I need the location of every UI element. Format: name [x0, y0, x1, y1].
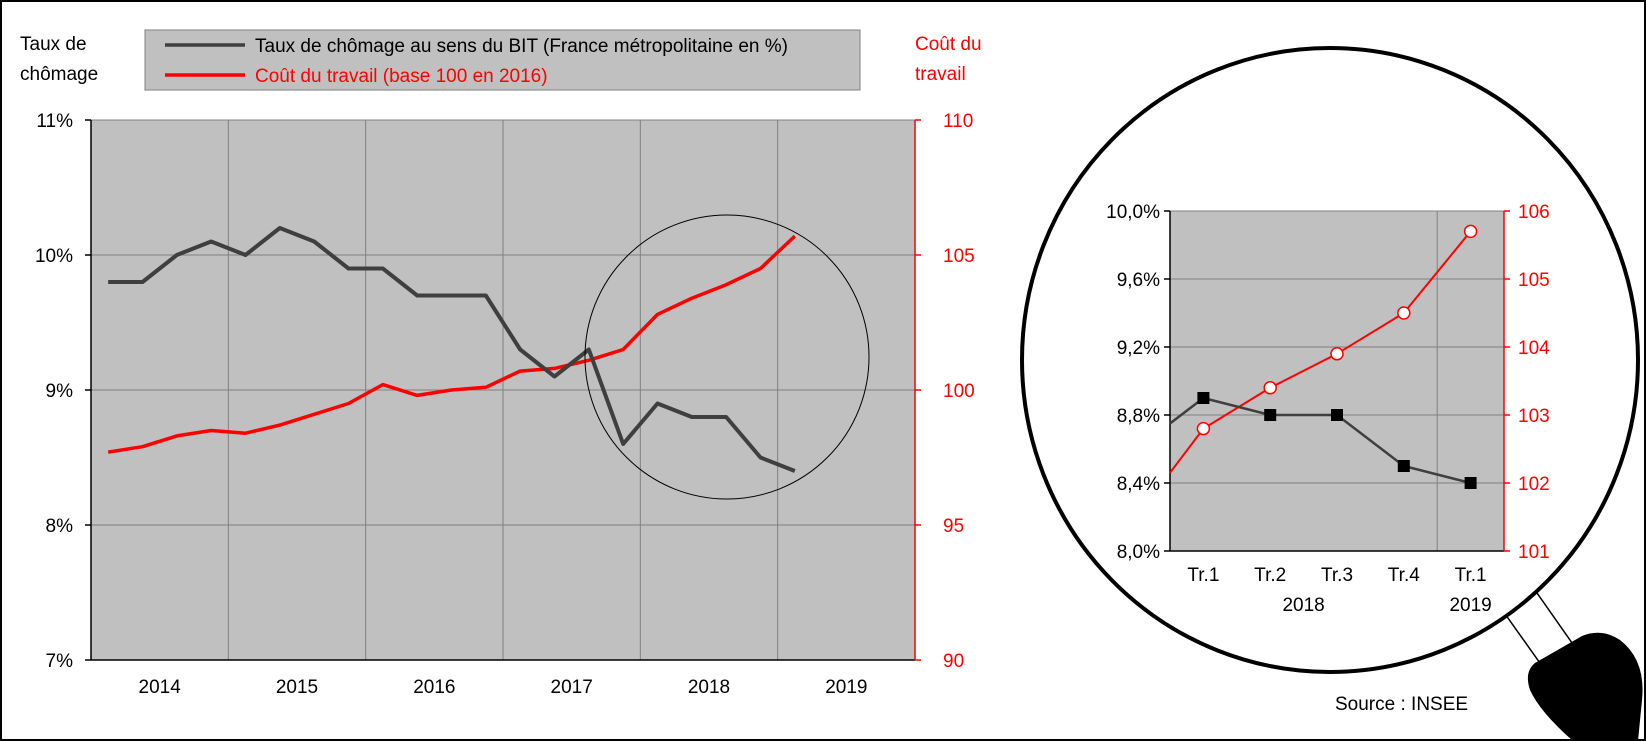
- right-tick-label: 95: [943, 516, 964, 537]
- zoom-quarter-label: Tr.3: [1321, 565, 1353, 586]
- right-axis-title-line2: travail: [915, 64, 966, 85]
- zoom-left-tick-label: 9,6%: [1117, 270, 1160, 291]
- right-axis-title-line1: Coût du: [915, 34, 982, 55]
- zoom-labour-cost-point: [1463, 224, 1478, 239]
- zoom-labour-cost-point: [1397, 306, 1411, 320]
- x-axis-year-labels: 2014 2015 2016 2017 2018 2019: [139, 677, 868, 698]
- unemployment-line: [108, 226, 796, 473]
- zoom-right-tick-label: 102: [1518, 474, 1550, 495]
- zoom-left-axis-ticks: 8,0% 8,4% 8,8% 9,2% 9,6% 10,0%: [1106, 202, 1170, 563]
- legend-label-unemployment: Taux de chômage au sens du BIT (France m…: [255, 36, 788, 57]
- zoom-year-label: 2018: [1282, 595, 1324, 616]
- zoom-right-tick-label: 101: [1518, 542, 1550, 563]
- right-tick-label: 110: [943, 111, 973, 132]
- left-tick-label: 7%: [46, 651, 74, 672]
- left-tick-label: 8%: [46, 516, 74, 537]
- zoom-right-tick-label: 105: [1518, 270, 1550, 291]
- main-series-lines: [107, 226, 797, 473]
- zoom-left-tick-label: 9,2%: [1117, 338, 1160, 359]
- year-label: 2019: [825, 677, 867, 698]
- zoom-quarter-label: Tr.4: [1388, 565, 1420, 586]
- zoom-quarter-label: Tr.2: [1254, 565, 1286, 586]
- zoom-unemployment-point: [1264, 409, 1277, 421]
- legend-box: [144, 29, 861, 91]
- zoom-right-axis-ticks: 101 102 103 104 105 106: [1504, 202, 1550, 563]
- year-label: 2015: [276, 677, 318, 698]
- zoom-x-axis-labels: Tr.1 Tr.2 Tr.3 Tr.4 Tr.1 2018 2019: [1187, 565, 1491, 616]
- left-tick-label: 9%: [46, 381, 74, 402]
- zoom-left-tick-label: 10,0%: [1106, 202, 1160, 223]
- main-gridlines: [91, 119, 915, 661]
- zoom-labour-cost-point: [1263, 381, 1277, 395]
- left-axis-ticks: 7% 8% 9% 10% 11%: [35, 111, 91, 672]
- labour-cost-line: [107, 234, 797, 454]
- magnifier-handle-grip: [1527, 632, 1643, 741]
- zoom-labour-cost-line: [1169, 230, 1472, 474]
- zoom-left-tick-label: 8,4%: [1117, 474, 1160, 495]
- year-label: 2018: [688, 677, 730, 698]
- zoom-labour-cost-point: [1196, 421, 1211, 436]
- zoom-series-lines: [1169, 224, 1478, 489]
- zoom-left-tick-label: 8,0%: [1117, 542, 1160, 563]
- right-tick-label: 105: [943, 246, 975, 267]
- zoom-right-tick-label: 103: [1518, 406, 1550, 427]
- left-axis-title-line1: Taux de: [20, 34, 87, 55]
- highlight-circle: [584, 214, 870, 500]
- zoom-unemployment-point: [1197, 392, 1210, 404]
- zoom-right-tick-label: 104: [1518, 338, 1550, 359]
- zoom-quarter-label: Tr.1: [1187, 565, 1219, 586]
- legend: Taux de chômage au sens du BIT (France m…: [144, 29, 861, 91]
- zoom-gridlines: [1170, 210, 1504, 552]
- zoom-magnifier: 8,0%8,4%8,8%9,2%9,6%10,0% 10110210310410…: [1020, 46, 1643, 741]
- year-label: 2014: [139, 677, 182, 698]
- zoom-unemployment-point: [1331, 409, 1343, 421]
- zoom-plot-area: [1170, 211, 1504, 551]
- zoom-unemployment-point: [1397, 460, 1410, 472]
- left-tick-label: 11%: [36, 111, 73, 132]
- year-label: 2017: [551, 677, 593, 698]
- right-tick-label: 90: [943, 651, 964, 672]
- zoom-unemployment-point: [1464, 477, 1477, 489]
- zoom-quarter-label: Tr.1: [1455, 565, 1487, 586]
- right-tick-label: 100: [943, 381, 975, 402]
- left-axis-title-line2: chômage: [20, 64, 98, 85]
- left-tick-label: 10%: [35, 246, 73, 267]
- zoom-left-tick-label: 8,8%: [1117, 406, 1160, 427]
- right-axis-ticks: 90 95 100 105 110: [915, 111, 975, 672]
- source-note: Source : INSEE: [1335, 694, 1468, 715]
- year-label: 2016: [413, 677, 455, 698]
- zoom-year-label: 2019: [1449, 595, 1491, 616]
- legend-label-labour-cost: Coût du travail (base 100 en 2016): [255, 66, 548, 87]
- zoom-right-tick-label: 106: [1518, 202, 1550, 223]
- zoom-labour-cost-point: [1330, 347, 1344, 361]
